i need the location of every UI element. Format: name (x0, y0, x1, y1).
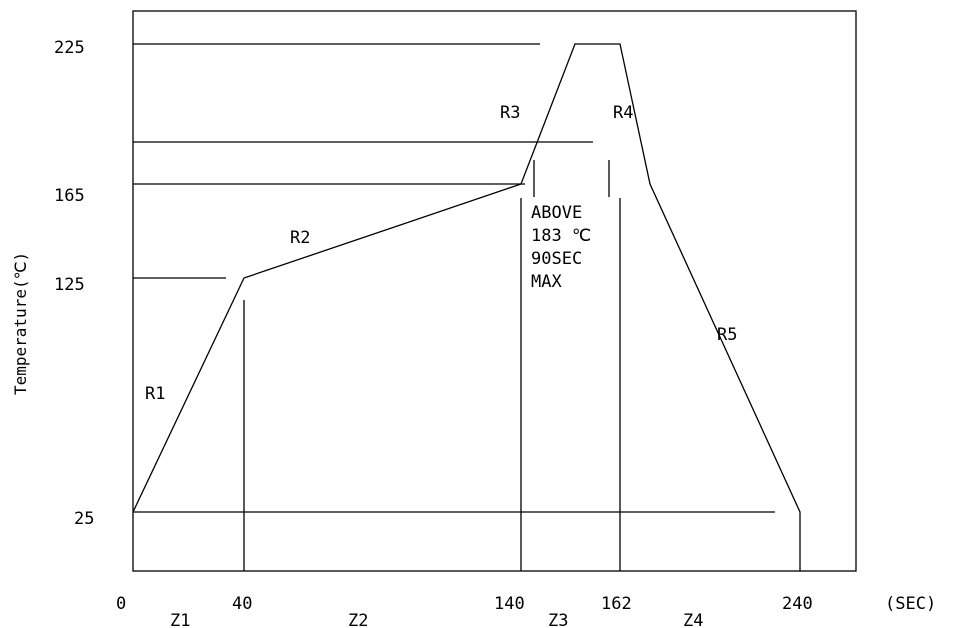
x-unit-label: (SEC) (885, 594, 936, 614)
plot-frame (132, 10, 857, 572)
x-tick-label: 140 (494, 594, 525, 614)
y-tick-label: 165 (54, 186, 85, 206)
annotation-line: 183 ℃ (531, 226, 591, 246)
zone-label: Z2 (348, 611, 368, 628)
zone-label: Z3 (548, 611, 568, 628)
x-tick-label: 162 (601, 594, 632, 614)
ramp-label: R3 (500, 103, 520, 123)
x-tick-label: 240 (782, 594, 813, 614)
zone-label: Z1 (170, 611, 190, 628)
temperature-profile-line (132, 43, 801, 571)
zone-label: Z4 (683, 611, 703, 628)
ramp-label: R2 (290, 228, 310, 248)
ramp-label: R1 (145, 384, 165, 404)
ramp-label: R4 (613, 103, 633, 123)
x-tick-label: 0 (116, 594, 126, 614)
annotation-line: 90SEC (531, 249, 582, 269)
y-tick-label: 25 (74, 509, 94, 529)
ramp-label: R5 (717, 325, 737, 345)
x-tick-label: 40 (232, 594, 252, 614)
y-axis-label: Temperature(℃) (11, 252, 30, 395)
annotation-line: MAX (531, 272, 562, 292)
y-tick-label: 225 (54, 38, 85, 58)
annotation-line: ABOVE (531, 203, 582, 223)
y-tick-label: 125 (54, 275, 85, 295)
